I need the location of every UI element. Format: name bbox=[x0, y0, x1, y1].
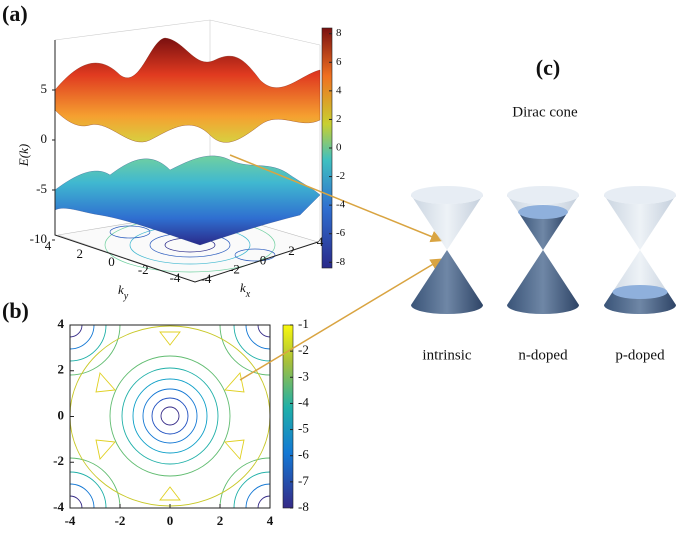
kx-sub: x bbox=[245, 289, 251, 300]
x-tick-label: 4 bbox=[267, 513, 274, 528]
colorbar-tick-label: 0 bbox=[336, 142, 342, 154]
ky-sub: y bbox=[123, 291, 129, 302]
kx-tick-label: 4 bbox=[317, 234, 324, 249]
kx-tick-label: -2 bbox=[229, 262, 240, 277]
colorbar-tick-label: -2 bbox=[336, 170, 345, 182]
colorbar bbox=[282, 324, 294, 509]
colorbar-tick-label: -3 bbox=[298, 368, 309, 383]
kx-axis-label: kx bbox=[240, 280, 251, 300]
z-tick-label: -10 bbox=[30, 231, 47, 246]
ky-tick-label: -4 bbox=[170, 270, 181, 285]
ky-tick-label: -2 bbox=[138, 262, 149, 277]
upper-cone bbox=[411, 195, 483, 250]
z-tick-label: 5 bbox=[41, 81, 48, 96]
cone-rim bbox=[507, 186, 579, 204]
ky-tick-label: 0 bbox=[108, 254, 115, 269]
colorbar-tick-label: -4 bbox=[298, 394, 309, 409]
cone-label: p-doped bbox=[615, 347, 665, 363]
ky-main: k bbox=[118, 282, 124, 297]
surface-3d bbox=[54, 19, 321, 283]
y-tick-label: -4 bbox=[53, 499, 64, 514]
filled-band bbox=[518, 212, 568, 250]
colorbar-tick-label: -8 bbox=[336, 256, 346, 268]
x-tick-label: 2 bbox=[217, 513, 224, 528]
cone-rim bbox=[604, 186, 676, 204]
colorbar-tick-label: 4 bbox=[336, 84, 342, 96]
colorbar-tick-label: -6 bbox=[298, 447, 309, 462]
y-tick-label: 2 bbox=[58, 362, 65, 377]
arrow bbox=[239, 258, 443, 381]
x-tick-label: 0 bbox=[167, 513, 174, 528]
cones: intrinsic n-doped p-doped bbox=[411, 186, 676, 363]
colorbar-tick-label: -5 bbox=[298, 421, 309, 436]
colorbar-tick-label: -8 bbox=[298, 499, 309, 514]
y-tick-label: 4 bbox=[58, 316, 65, 331]
kx-main: k bbox=[240, 280, 246, 295]
cone-label: n-doped bbox=[518, 347, 568, 363]
z-tick-label: -5 bbox=[36, 181, 47, 196]
ky-axis-label: ky bbox=[118, 282, 129, 302]
ky-tick-label: 4 bbox=[45, 238, 52, 253]
arrow bbox=[229, 154, 443, 243]
ky-tick-label: 2 bbox=[77, 246, 84, 261]
panel-label: (b) bbox=[2, 298, 29, 323]
colorbar-tick-label: 6 bbox=[336, 56, 342, 68]
colorbar-tick-label: -1 bbox=[298, 316, 309, 331]
colorbar-tick-label: 2 bbox=[336, 113, 342, 125]
fermi-level bbox=[518, 205, 568, 219]
kx-tick-label: 0 bbox=[260, 252, 267, 267]
colorbar-tick-label: -2 bbox=[298, 342, 309, 357]
x-tick-label: -2 bbox=[115, 513, 126, 528]
cone-label: intrinsic bbox=[422, 347, 472, 363]
colorbar-tick-label: -4 bbox=[336, 199, 346, 211]
z-tick-label: 0 bbox=[41, 131, 48, 146]
fermi-level bbox=[612, 285, 668, 299]
z-axis-label: E(k) bbox=[16, 144, 31, 167]
lower-cone bbox=[411, 250, 483, 314]
colorbar-tick-label: 8 bbox=[336, 27, 342, 39]
colorbar-tick-label: -6 bbox=[336, 227, 346, 239]
panel-title: Dirac cone bbox=[512, 104, 578, 120]
upper-cone bbox=[604, 195, 676, 250]
filled-band bbox=[604, 292, 676, 314]
kx-tick-label: -4 bbox=[201, 271, 212, 286]
kx-tick-label: 2 bbox=[288, 243, 295, 258]
x-tick-label: -4 bbox=[65, 513, 76, 528]
panel-label: (a) bbox=[2, 1, 28, 26]
panel-label: (c) bbox=[536, 55, 560, 80]
y-tick-label: -2 bbox=[53, 453, 64, 468]
y-tick-label: 0 bbox=[58, 407, 65, 422]
colorbar-tick-label: -7 bbox=[298, 473, 309, 488]
lower-cone bbox=[507, 250, 579, 314]
cone-rim bbox=[411, 186, 483, 204]
contour-plot bbox=[70, 325, 270, 508]
